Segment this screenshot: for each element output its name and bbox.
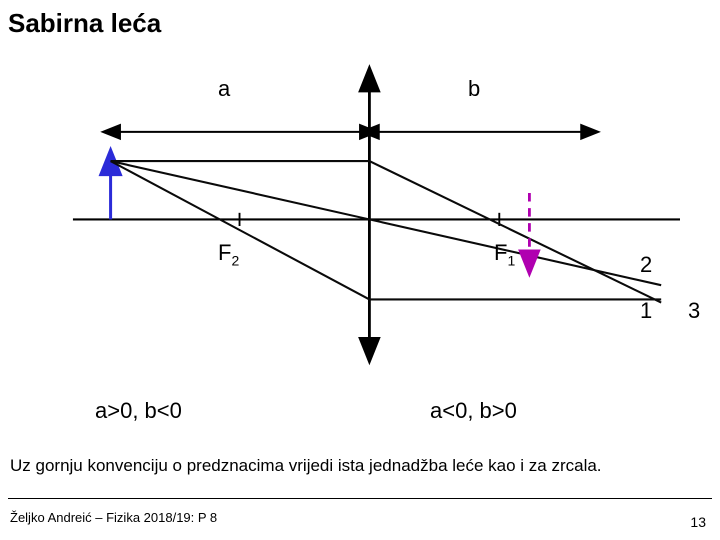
- label-F1-sub: 1: [507, 252, 515, 268]
- label-F2-base: F: [218, 240, 231, 265]
- ray-parallel: [111, 161, 662, 303]
- footer-text: Željko Andreić – Fizika 2018/19: P 8: [10, 510, 217, 525]
- condition-left: a>0, b<0: [95, 398, 182, 424]
- label-a: a: [218, 76, 230, 102]
- ray-focal: [111, 161, 662, 299]
- condition-right: a<0, b>0: [430, 398, 517, 424]
- label-F1: F1: [494, 240, 515, 268]
- slide-title: Sabirna leća: [8, 8, 161, 39]
- label-F1-base: F: [494, 240, 507, 265]
- footer-divider: [8, 498, 712, 499]
- label-b: b: [468, 76, 480, 102]
- label-ray1: 1: [640, 298, 652, 324]
- lens-diagram: [0, 50, 720, 370]
- page-number: 13: [690, 514, 706, 530]
- convention-text: Uz gornju konvenciju o predznacima vrije…: [10, 456, 602, 476]
- label-ray3: 3: [688, 298, 700, 324]
- ray-center: [111, 161, 662, 285]
- label-ray2: 2: [640, 252, 652, 278]
- label-F2: F2: [218, 240, 239, 268]
- label-F2-sub: 2: [231, 252, 239, 268]
